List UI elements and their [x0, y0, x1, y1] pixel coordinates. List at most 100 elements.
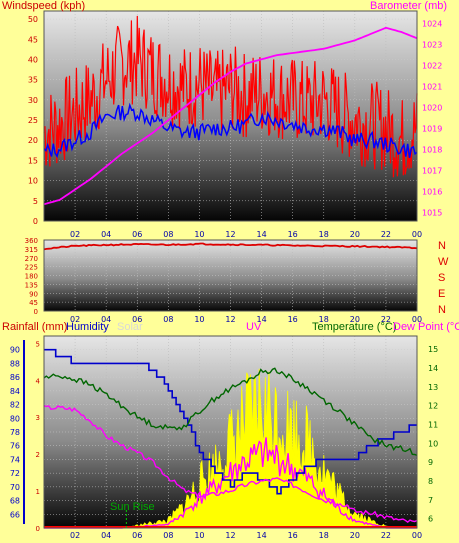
windspeed-tick-label: 0	[33, 217, 38, 226]
x-tick-label: 14	[256, 230, 266, 239]
x-tick-label: 16	[288, 531, 298, 540]
x-tick-label: 18	[319, 315, 329, 324]
x-tick-label: 12	[225, 531, 235, 540]
barometer-line	[43, 26, 418, 206]
barometer-axis-label: Barometer (mb)	[370, 0, 447, 12]
barometer-tick-label: 1019	[422, 125, 442, 134]
x-tick-label: 22	[381, 531, 391, 540]
x-tick-label: 10	[194, 531, 204, 540]
barometer-tick-label: 1021	[422, 83, 442, 92]
humidity-tick-label: 68	[10, 497, 20, 506]
windspeed-axis-label: Windspeed (kph)	[2, 0, 85, 12]
humidity-tick-label: 82	[10, 401, 20, 410]
direction-label-n-bottom: N	[438, 304, 446, 316]
x-tick-label: 16	[288, 315, 298, 324]
direction-tick-label: 90	[29, 290, 38, 298]
windspeed-tick-label: 25	[28, 116, 38, 125]
wind-average-line	[43, 102, 418, 158]
solar-label: Solar	[117, 321, 143, 333]
direction-label-w: W	[438, 256, 449, 268]
rain-tick-label: 0	[36, 525, 40, 533]
x-tick-label: 10	[194, 315, 204, 324]
temperature-tick-label: 9	[428, 458, 433, 467]
temperature-tick-label: 13	[428, 383, 438, 392]
direction-label-e: E	[438, 288, 445, 300]
temperature-tick-label: 6	[428, 515, 433, 524]
x-tick-label: 04	[101, 531, 111, 540]
direction-tick-label: 45	[29, 299, 38, 307]
windspeed-tick-label: 30	[28, 96, 38, 105]
temperature-tick-label: 14	[428, 364, 438, 373]
windspeed-tick-label: 5	[33, 197, 38, 206]
panel-border	[43, 10, 418, 222]
temperature-tick-label: 11	[428, 420, 438, 429]
rainfall-label: Rainfall (mm)	[2, 321, 67, 333]
barometer-tick-label: 1016	[422, 188, 442, 197]
x-tick-label: 06	[132, 315, 142, 324]
x-tick-label: 14	[256, 531, 266, 540]
x-tick-label: 22	[381, 315, 391, 324]
rain-tick-label: 4	[36, 377, 41, 385]
temperature-tick-label: 8	[428, 477, 433, 486]
barometer-tick-label: 1018	[422, 146, 442, 155]
temperature-tick-label: 15	[428, 345, 438, 354]
humidity-tick-label: 90	[10, 346, 20, 355]
temperature-line	[43, 367, 418, 457]
x-tick-label: 00	[412, 230, 422, 239]
x-tick-label: 10	[194, 230, 204, 239]
humidity-tick-label: 86	[10, 373, 20, 382]
x-tick-label: 04	[101, 315, 111, 324]
humidity-tick-label: 88	[10, 359, 20, 368]
direction-label-s: S	[438, 272, 445, 284]
x-tick-label: 20	[350, 230, 360, 239]
direction-label-n-top: N	[438, 240, 446, 252]
barometer-tick-label: 1015	[422, 209, 442, 218]
rain-tick-label: 2	[36, 451, 40, 459]
sunrise-annotation: Sun Rise	[110, 501, 155, 513]
x-tick-label: 02	[70, 315, 80, 324]
x-tick-label: 12	[225, 315, 235, 324]
wind-gust-line	[43, 15, 418, 178]
humidity-tick-label: 66	[10, 510, 20, 519]
x-tick-label: 08	[163, 531, 173, 540]
windspeed-tick-label: 15	[28, 156, 38, 165]
humidity-tick-label: 70	[10, 483, 20, 492]
humidity-tick-label: 72	[10, 469, 20, 478]
temperature-tick-label: 7	[428, 496, 433, 505]
humidity-label: Humidity	[66, 321, 109, 333]
x-tick-label: 06	[132, 531, 142, 540]
wind-direction-line	[43, 242, 418, 251]
x-tick-label: 02	[70, 531, 80, 540]
x-tick-label: 00	[412, 315, 422, 324]
direction-tick-label: 270	[25, 255, 38, 263]
windspeed-tick-label: 35	[28, 76, 38, 85]
temperature-tick-label: 10	[428, 439, 438, 448]
humidity-line	[44, 348, 417, 495]
direction-tick-label: 135	[25, 281, 38, 289]
barometer-tick-label: 1020	[422, 104, 442, 113]
windspeed-tick-label: 40	[28, 55, 38, 64]
humidity-tick-label: 84	[10, 387, 20, 396]
humidity-tick-label: 76	[10, 442, 20, 451]
uv-label: UV	[246, 321, 262, 333]
windspeed-tick-label: 45	[28, 35, 38, 44]
x-tick-label: 20	[350, 315, 360, 324]
x-tick-label: 08	[163, 315, 173, 324]
x-tick-label: 20	[350, 531, 360, 540]
x-tick-label: 22	[381, 230, 391, 239]
panel-border	[43, 239, 418, 312]
direction-tick-label: 0	[34, 308, 38, 316]
x-tick-label: 16	[288, 230, 298, 239]
temperature-tick-label: 12	[428, 402, 438, 411]
barometer-tick-label: 1023	[422, 41, 442, 50]
temperature-label: Temperature (°C)	[312, 321, 396, 333]
direction-tick-label: 360	[25, 237, 38, 245]
rain-tick-label: 1	[36, 488, 40, 496]
barometer-tick-label: 1022	[422, 62, 442, 71]
barometer-tick-label: 1024	[422, 20, 442, 29]
x-tick-label: 14	[256, 315, 266, 324]
x-tick-label: 12	[225, 230, 235, 239]
direction-tick-label: 225	[25, 264, 38, 272]
humidity-tick-label: 80	[10, 414, 20, 423]
